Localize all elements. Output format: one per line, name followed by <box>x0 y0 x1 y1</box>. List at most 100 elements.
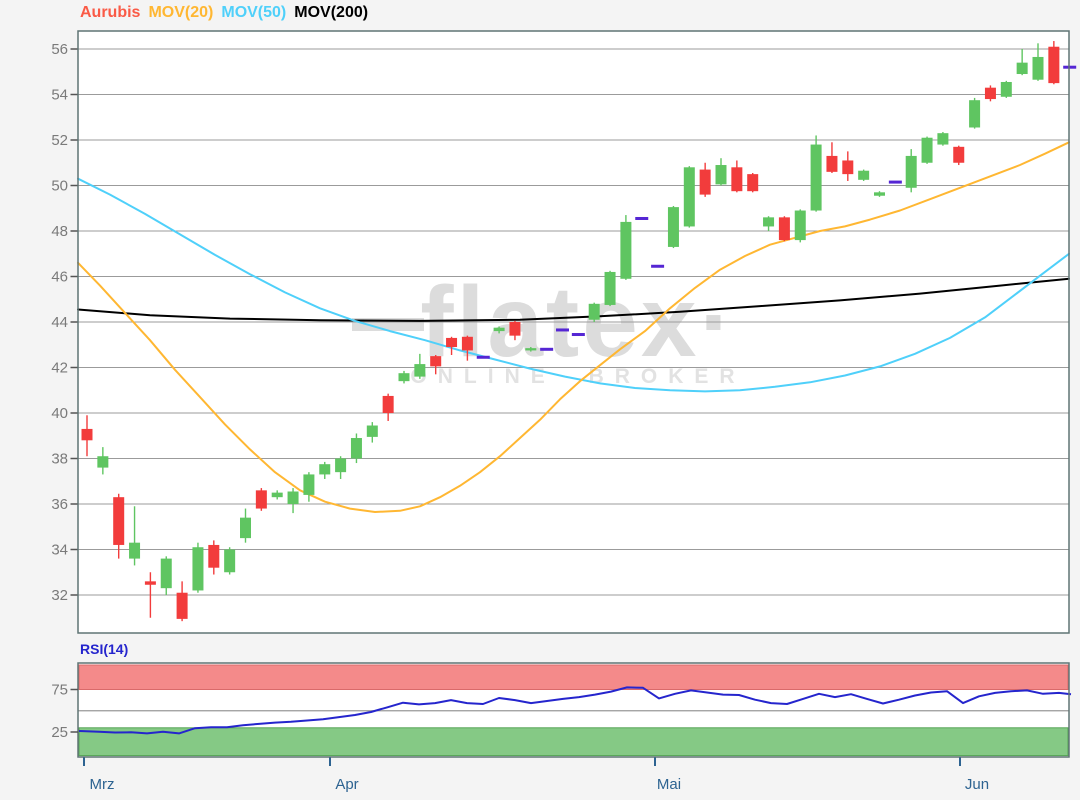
candles <box>81 41 1077 622</box>
y-axis-label: 52 <box>51 132 68 149</box>
candle <box>113 497 125 545</box>
candle <box>414 364 426 377</box>
y-axis-label: 38 <box>51 451 68 468</box>
candle <box>287 491 299 504</box>
candle <box>874 192 885 196</box>
candle <box>160 558 172 589</box>
y-axis-label: 56 <box>51 41 68 58</box>
candle <box>763 217 775 227</box>
price-panel-border <box>77 30 1070 634</box>
candle <box>176 592 188 619</box>
candle <box>937 133 949 145</box>
candle <box>525 348 537 351</box>
candle <box>794 210 806 241</box>
candle <box>366 425 378 437</box>
candle <box>335 458 347 473</box>
rsi-overbought-band <box>78 664 1069 690</box>
y-axis-labels: 56 54 52 50 48 46 44 42 40 38 36 34 32 <box>51 41 68 604</box>
candle <box>1000 81 1012 97</box>
legend-mov200: MOV(200) <box>294 4 369 21</box>
candle <box>715 165 727 185</box>
candle <box>319 464 331 475</box>
x-axis-label: Apr <box>335 776 358 793</box>
x-axis: Mrz Apr Mai Jun <box>83 757 989 793</box>
candle <box>778 217 790 241</box>
mov200-line <box>77 277 1070 322</box>
x-axis-label: Jun <box>965 776 989 793</box>
rsi-panel-border <box>77 662 1070 758</box>
candle <box>810 144 822 211</box>
candle <box>129 542 141 559</box>
y-axis-label: 34 <box>51 542 68 559</box>
candle <box>667 207 679 247</box>
candle <box>493 327 505 332</box>
rsi-axis-labels: 75 25 <box>51 682 78 741</box>
candle <box>984 87 996 100</box>
candle <box>1032 56 1044 80</box>
legend-mov50: MOV(50) <box>221 4 287 21</box>
doji-candle <box>571 333 585 337</box>
candle <box>1016 62 1028 75</box>
candle <box>858 170 870 180</box>
y-axis-label: 32 <box>51 587 68 604</box>
y-axis-label: 54 <box>51 87 68 104</box>
candle <box>350 438 362 459</box>
rsi-axis-label: 25 <box>51 724 68 741</box>
chart-legend: Aurubis MOV(20) MOV(50) MOV(200) <box>80 4 368 22</box>
candle <box>461 336 473 351</box>
candle <box>224 549 236 573</box>
candle <box>192 547 204 591</box>
candle <box>826 155 838 172</box>
candle <box>1048 46 1060 84</box>
y-axis-label: 36 <box>51 496 68 513</box>
candle <box>303 474 315 495</box>
doji-candle <box>635 216 649 220</box>
y-axis-label: 40 <box>51 405 68 422</box>
candle <box>208 544 220 568</box>
y-axis-label: 46 <box>51 269 68 286</box>
watermark-subtext: ONLINE BROKER <box>410 365 745 388</box>
candle <box>905 155 917 188</box>
candle <box>271 492 283 498</box>
rsi-indicator-label: RSI(14) <box>80 641 129 657</box>
candle <box>255 490 267 509</box>
x-axis-label: Mai <box>657 776 681 793</box>
candle <box>81 428 93 441</box>
candle <box>509 322 521 336</box>
candle <box>620 221 632 279</box>
legend-mov20: MOV(20) <box>148 4 214 21</box>
doji-candle <box>888 180 902 184</box>
candle <box>240 517 251 539</box>
rsi-axis-label: 75 <box>51 682 68 699</box>
candle <box>731 167 743 192</box>
candle <box>921 137 933 163</box>
candle <box>604 271 616 305</box>
candle <box>699 169 711 195</box>
doji-candle <box>556 328 569 332</box>
y-axis-label: 42 <box>51 360 68 377</box>
candle <box>430 356 442 367</box>
candle <box>144 581 156 585</box>
candle <box>969 100 981 128</box>
candle <box>953 146 965 163</box>
candle <box>747 174 759 192</box>
candle <box>97 456 109 468</box>
y-axis-label: 48 <box>51 223 68 240</box>
candle <box>683 167 695 227</box>
legend-symbol: Aurubis <box>80 4 141 21</box>
rsi-oversold-band <box>78 727 1069 757</box>
candle <box>446 337 458 348</box>
doji-candle <box>476 355 490 359</box>
gridlines <box>70 48 1069 596</box>
y-axis-label: 50 <box>51 178 68 195</box>
doji-candle <box>651 264 665 268</box>
candle <box>842 160 854 175</box>
rsi-line <box>78 686 1072 735</box>
mov20-line <box>77 141 1070 513</box>
candle <box>382 395 394 413</box>
doji-candle <box>540 347 554 351</box>
x-axis-label: Mrz <box>90 776 115 793</box>
y-axis-label: 44 <box>51 314 68 331</box>
